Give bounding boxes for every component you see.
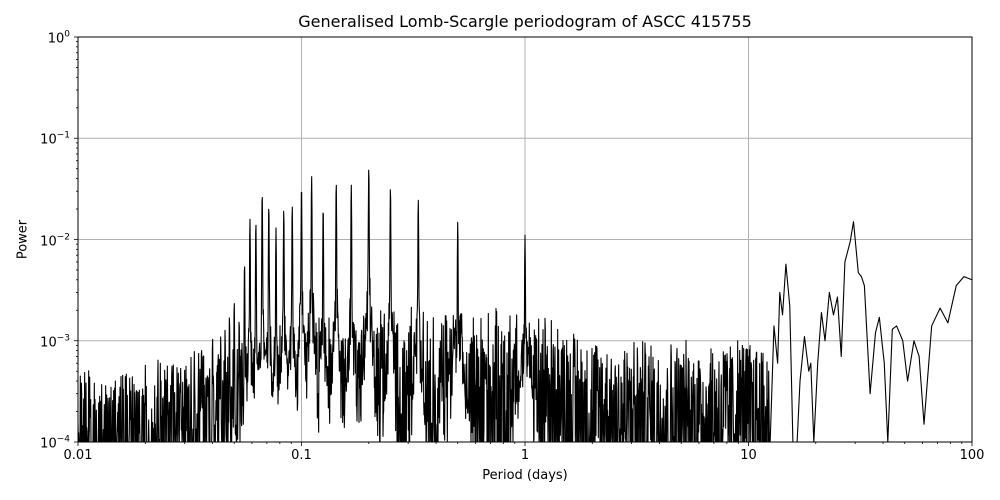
y-tick-label: 10−2: [40, 232, 70, 249]
x-tick-label: 0.1: [291, 448, 312, 463]
periodogram-line: [78, 169, 972, 442]
chart-title: Generalised Lomb-Scargle periodogram of …: [298, 12, 752, 31]
y-axis-label: Power: [15, 219, 31, 260]
y-tick-label: 10−4: [40, 434, 70, 452]
data-series: [78, 169, 972, 442]
x-tick-label: 100: [959, 448, 985, 463]
x-tick-label: 1: [520, 448, 530, 463]
y-tick-label: 10−1: [40, 130, 70, 148]
y-tick-label: 100: [47, 29, 70, 47]
axis-ticks: [74, 36, 973, 446]
x-tick-label: 10: [740, 448, 757, 463]
x-axis-label: Period (days): [482, 468, 568, 483]
x-tick-label: 0.01: [63, 448, 93, 463]
y-tick-label: 10−3: [40, 333, 70, 351]
